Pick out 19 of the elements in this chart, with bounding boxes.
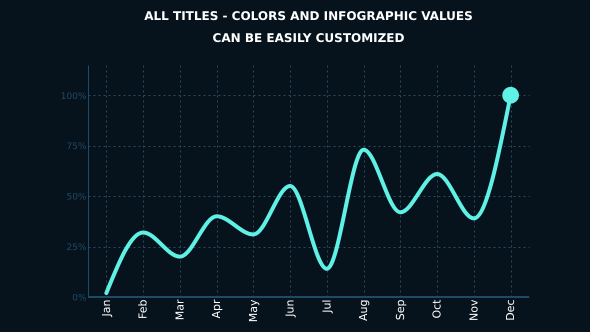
x-tick-label: Sep [394,299,407,320]
x-tick-label: May [246,299,260,322]
y-tick-label: 25% [66,243,87,254]
y-tick-label: 75% [66,142,87,152]
x-tick-label: Jan [100,299,113,318]
x-tick-label: Jul [320,300,334,314]
x-tick-label: Apr [210,299,224,319]
chart-title: ALL TITLES - COLORS AND INFOGRAPHIC VALUES [144,9,473,23]
x-tick-label: Aug [357,300,370,321]
y-tick-label: 0% [72,294,87,304]
x-tick-label: Nov [467,299,480,321]
x-tick-label: Feb [136,299,150,319]
x-tick-label: Mar [173,299,186,320]
y-tick-label: 50% [66,192,87,203]
chart-subtitle: CAN BE EASILY CUSTOMIZED [212,31,404,45]
x-tick-label: Oct [430,298,444,319]
x-tick-label: Dec [504,300,518,321]
x-tick-label: Jun [284,299,297,318]
y-tick-label: 100% [60,92,87,102]
